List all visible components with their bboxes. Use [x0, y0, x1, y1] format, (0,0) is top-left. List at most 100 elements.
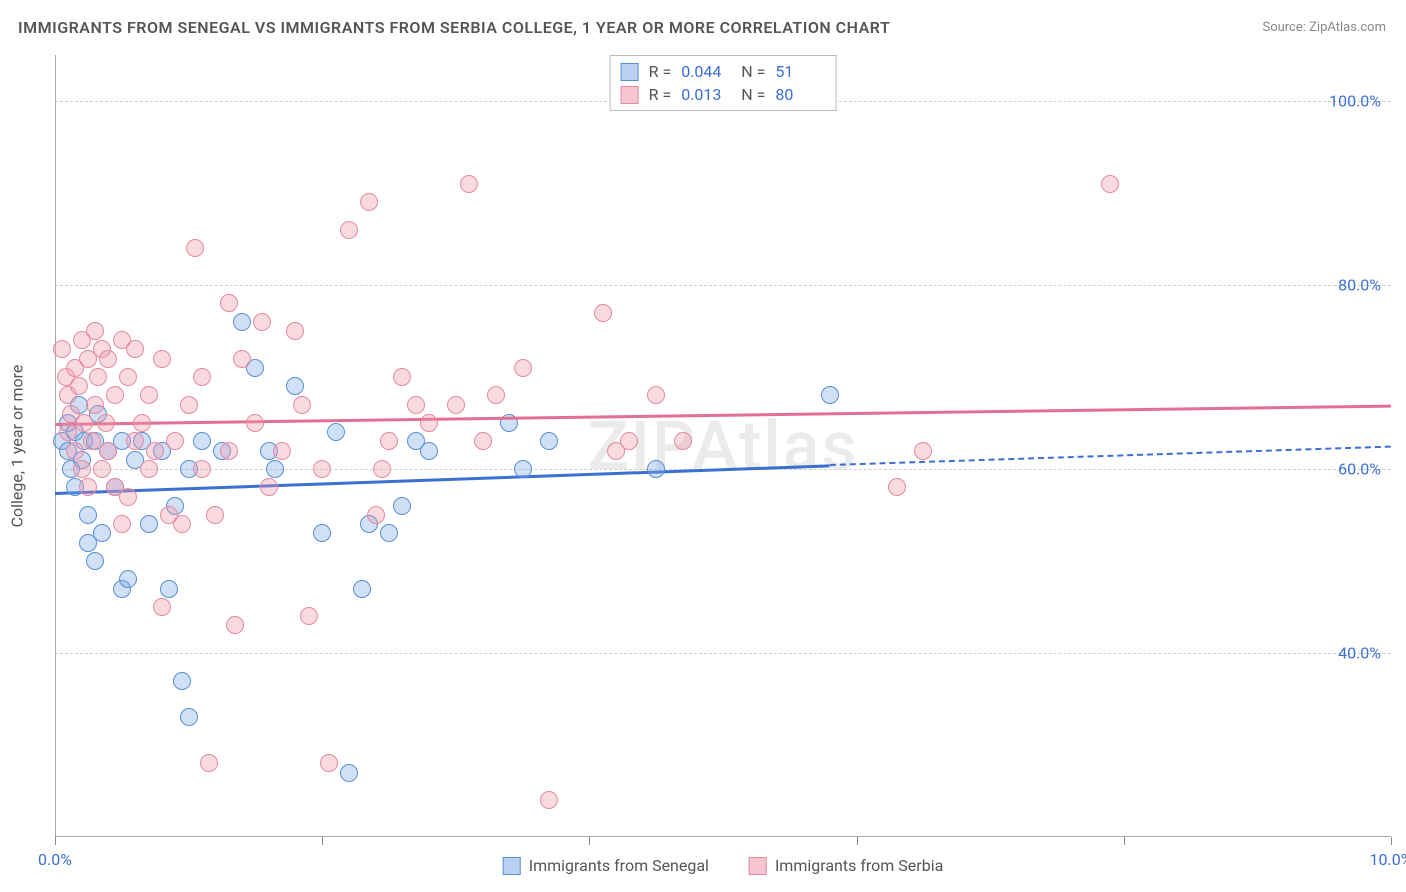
chart-title: IMMIGRANTS FROM SENEGAL VS IMMIGRANTS FR… [18, 18, 890, 37]
n-label: N = [741, 62, 765, 81]
n-value-senegal: 51 [775, 62, 825, 81]
x-tick [589, 837, 590, 845]
x-tick-label: 0.0% [38, 850, 72, 869]
data-point [286, 377, 304, 395]
bottom-legend: Immigrants from Senegal Immigrants from … [503, 856, 944, 875]
data-point [75, 414, 93, 432]
data-point [89, 368, 107, 386]
data-point [674, 432, 692, 450]
data-point [914, 442, 932, 460]
x-tick [1391, 837, 1392, 845]
data-point [97, 414, 115, 432]
r-value-senegal: 0.044 [681, 62, 731, 81]
x-tick [322, 837, 323, 845]
data-point [340, 221, 358, 239]
data-point [86, 396, 104, 414]
data-point [327, 423, 345, 441]
data-point [821, 386, 839, 404]
data-point [373, 460, 391, 478]
data-point [79, 478, 97, 496]
data-point [173, 672, 191, 690]
gridline [55, 285, 1391, 286]
data-point [620, 432, 638, 450]
data-point [540, 791, 558, 809]
x-tick [1124, 837, 1125, 845]
data-point [186, 239, 204, 257]
legend-label-senegal: Immigrants from Senegal [529, 856, 709, 875]
data-point [193, 432, 211, 450]
data-point [106, 386, 124, 404]
data-point [53, 340, 71, 358]
data-point [380, 524, 398, 542]
data-point [66, 442, 84, 460]
data-point [180, 708, 198, 726]
data-point [266, 460, 284, 478]
data-point [173, 515, 191, 533]
data-point [340, 764, 358, 782]
data-point [233, 313, 251, 331]
swatch-serbia [749, 857, 767, 875]
data-point [160, 580, 178, 598]
y-axis-label: College, 1 year or more [8, 365, 27, 528]
data-point [220, 294, 238, 312]
data-point [140, 515, 158, 533]
stats-row-senegal: R = 0.044 N = 51 [621, 60, 826, 83]
swatch-senegal [503, 857, 521, 875]
data-point [888, 478, 906, 496]
swatch-senegal [621, 63, 639, 81]
data-point [393, 368, 411, 386]
r-label: R = [649, 85, 672, 104]
data-point [140, 386, 158, 404]
data-point [293, 396, 311, 414]
r-value-serbia: 0.013 [681, 85, 731, 104]
data-point [133, 414, 151, 432]
data-point [146, 442, 164, 460]
data-point [514, 460, 532, 478]
data-point [320, 754, 338, 772]
data-point [86, 552, 104, 570]
data-point [193, 368, 211, 386]
legend-item-serbia: Immigrants from Serbia [749, 856, 943, 875]
r-label: R = [649, 62, 672, 81]
legend-item-senegal: Immigrants from Senegal [503, 856, 709, 875]
data-point [119, 488, 137, 506]
stats-row-serbia: R = 0.013 N = 80 [621, 83, 826, 106]
swatch-serbia [621, 86, 639, 104]
data-point [206, 506, 224, 524]
data-point [226, 616, 244, 634]
legend-label-serbia: Immigrants from Serbia [775, 856, 943, 875]
y-tick-label: 60.0% [1338, 460, 1381, 479]
data-point [99, 350, 117, 368]
data-point [420, 414, 438, 432]
data-point [460, 175, 478, 193]
data-point [353, 580, 371, 598]
data-point [1101, 175, 1119, 193]
data-point [286, 322, 304, 340]
data-point [514, 359, 532, 377]
data-point [360, 193, 378, 211]
data-point [233, 350, 251, 368]
data-point [380, 432, 398, 450]
data-point [313, 524, 331, 542]
data-point [166, 432, 184, 450]
n-value-serbia: 80 [775, 85, 825, 104]
data-point [70, 377, 88, 395]
n-label: N = [741, 85, 765, 104]
data-point [246, 414, 264, 432]
data-point [420, 442, 438, 460]
data-point [273, 442, 291, 460]
data-point [300, 607, 318, 625]
data-point [393, 497, 411, 515]
data-point [474, 432, 492, 450]
data-point [93, 524, 111, 542]
data-point [407, 396, 425, 414]
data-point [647, 460, 665, 478]
data-point [153, 598, 171, 616]
y-tick-label: 80.0% [1338, 276, 1381, 295]
gridline [55, 653, 1391, 654]
x-tick [857, 837, 858, 845]
data-point [180, 396, 198, 414]
plot-region: 40.0%60.0%80.0%100.0%0.0%10.0% [55, 55, 1391, 837]
data-point [200, 754, 218, 772]
data-point [86, 322, 104, 340]
